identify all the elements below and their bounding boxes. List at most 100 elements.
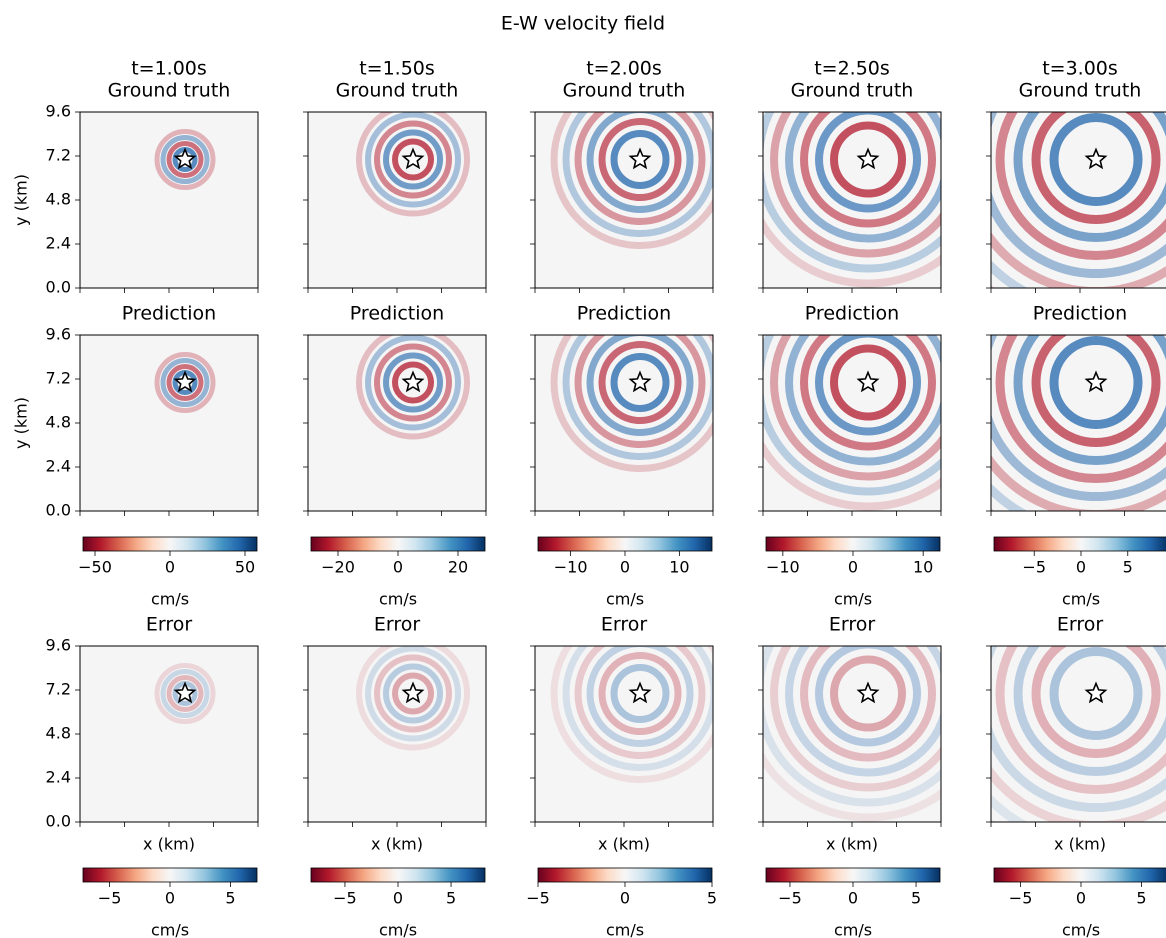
colorbar-tick-label: 5 [225,889,235,908]
y-tick-label: 9.6 [46,636,71,655]
y-tick-label: 7.2 [46,369,71,388]
colorbar-label: cm/s [1062,590,1100,609]
wavefront [392,672,435,715]
wavefront [365,646,462,742]
heatmap [991,335,1166,511]
colorbar-tick-label: −10 [766,558,800,577]
wavefront [763,440,941,511]
wavefront [383,129,444,190]
wavefront [995,112,1166,260]
colorbar [537,867,713,883]
wavefront [356,646,471,751]
heatmap [763,112,941,288]
epicenter-star [1084,681,1108,704]
wavefront [166,675,204,713]
heatmap [535,646,713,822]
heatmap [80,335,258,511]
wavefront [815,646,922,747]
y-tick-label: 4.8 [46,413,71,432]
wavefront [800,335,937,451]
y-tick-label: 4.8 [46,190,71,209]
colorbar-tick-label: −50 [78,558,112,577]
wavefront [763,335,941,496]
colorbar-tick-label: 0 [620,558,630,577]
heatmap-background [535,646,713,822]
wavefront [1049,647,1143,741]
epicenter-star [173,147,197,170]
wavefront [991,112,1166,278]
y-tick-label: 2.4 [46,457,71,476]
colorbar [82,536,258,552]
wavefront [830,121,907,198]
wavefront [550,646,713,783]
colorbar-tick-label: 5 [446,889,456,908]
wavefront [160,669,210,719]
colorbar-label: cm/s [151,590,189,609]
colorbar-tick-label: 0 [1076,558,1086,577]
wavefront [815,335,922,436]
colorbar [993,867,1166,883]
epicenter-star [856,370,880,393]
wavefront [610,664,670,724]
wavefront [598,652,682,736]
wavefront [550,112,713,249]
wavefront [166,141,204,179]
wavefront [166,364,204,402]
wavefront [1049,113,1143,207]
panel-title: Prediction [805,303,899,325]
colorbar [82,867,258,883]
wavefront [586,112,694,214]
wavefront [770,646,941,792]
colorbar-tick-label: −5 [1022,558,1046,577]
epicenter-star [1084,147,1108,170]
wavefront [356,112,471,217]
wavefront [365,112,462,208]
wavefront [830,344,907,421]
wavefront [800,112,937,228]
heatmap [308,335,486,511]
colorbar-label: cm/s [379,921,417,938]
wavefront [1013,335,1166,465]
colorbar-tick-label: 5 [707,889,717,908]
column-time: t=2.00s [586,58,662,80]
wavefront [1031,112,1161,225]
wavefront [763,646,941,807]
wavefront [383,352,444,413]
panel-title: Ground truth [791,80,914,102]
wavefront [160,135,210,185]
wavefront [562,335,713,460]
y-tick-label: 0.0 [46,812,71,831]
y-tick-label: 9.6 [46,325,71,344]
colorbar-tick-label: −5 [526,889,550,908]
epicenter-star [401,681,425,704]
wavefront [800,646,937,762]
y-tick-label: 7.2 [46,146,71,165]
colorbar-tick-label: −5 [1009,889,1033,908]
wavefront [995,335,1166,483]
y-axis-label: y (km) [12,397,31,449]
colorbar-label: cm/s [834,921,872,938]
epicenter-star [856,147,880,170]
wavefront [815,112,922,213]
y-tick-label: 2.4 [46,768,71,787]
panel-title: Error [601,614,648,636]
wavefront [598,118,682,202]
wavefront [1049,336,1143,430]
heatmap [991,112,1166,288]
panel-title: Error [829,614,876,636]
x-axis-label: x (km) [143,835,195,854]
panel-title: Prediction [350,303,444,325]
wavefront [1031,335,1161,448]
heatmap [80,646,258,822]
colorbar-tick-label: 0 [393,889,403,908]
epicenter-star [628,370,652,393]
heatmap [80,112,258,288]
panel-title: Ground truth [1019,80,1142,102]
wavefront [770,335,941,481]
wavefront [154,352,216,414]
x-axis-label: x (km) [826,835,878,854]
heatmap-background [763,646,941,822]
wavefront [785,646,941,777]
wavefront [574,112,706,226]
colorbar-label: cm/s [379,590,417,609]
